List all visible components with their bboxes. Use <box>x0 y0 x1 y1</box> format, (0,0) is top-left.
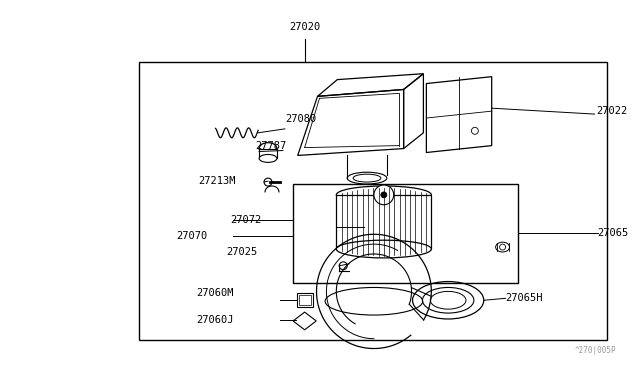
Text: 27060J: 27060J <box>196 315 233 325</box>
Circle shape <box>381 192 387 198</box>
Text: 27787: 27787 <box>255 141 287 151</box>
Bar <box>297 294 312 307</box>
Ellipse shape <box>259 154 277 162</box>
Ellipse shape <box>336 186 431 204</box>
Text: 27020: 27020 <box>289 22 320 32</box>
Text: 27070: 27070 <box>176 231 207 241</box>
Bar <box>292 184 518 283</box>
Text: 27060M: 27060M <box>196 288 233 298</box>
Circle shape <box>374 185 394 205</box>
Text: 27065H: 27065H <box>506 293 543 303</box>
Bar <box>299 295 310 305</box>
Ellipse shape <box>336 240 431 258</box>
Bar <box>336 195 431 249</box>
Ellipse shape <box>259 142 277 154</box>
Bar <box>140 62 607 340</box>
Text: 27022: 27022 <box>596 106 628 116</box>
Ellipse shape <box>347 172 387 184</box>
Text: 27065: 27065 <box>598 228 629 238</box>
Text: 27213M: 27213M <box>198 176 236 186</box>
Text: ^270|005P: ^270|005P <box>575 346 616 355</box>
Text: 27080: 27080 <box>285 114 316 124</box>
Text: 27072: 27072 <box>230 215 262 225</box>
Text: 27025: 27025 <box>227 247 258 257</box>
Bar <box>259 148 277 158</box>
